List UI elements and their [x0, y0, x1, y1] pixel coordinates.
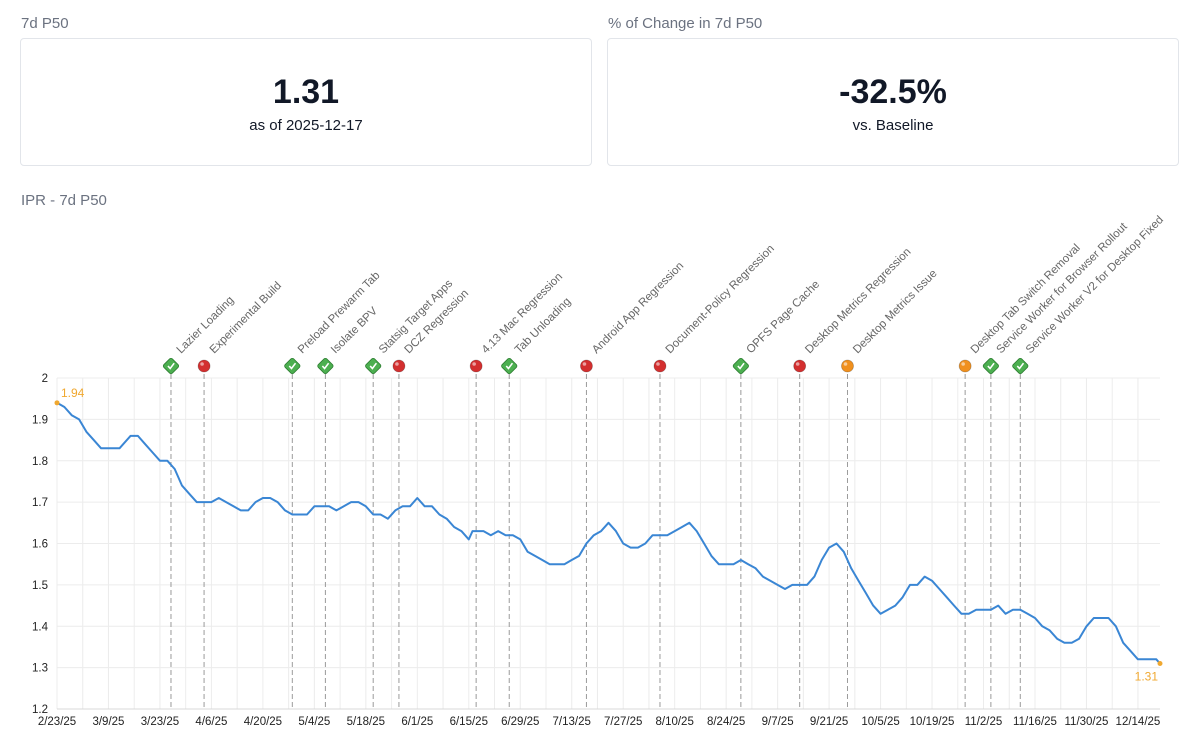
endpoint-label: 1.31 — [1135, 669, 1159, 683]
annotation-good-marker — [284, 357, 301, 375]
y-tick-label: 1.7 — [32, 497, 48, 509]
endpoint-dot — [54, 400, 60, 406]
x-tick-label: 11/2/25 — [965, 716, 1003, 728]
annotation-marker-highlight — [395, 362, 399, 366]
annotation-check-icon — [369, 362, 378, 370]
x-tick-label: 10/5/25 — [861, 716, 899, 728]
annotation-check-icon — [321, 362, 330, 370]
annotation-check-icon — [987, 362, 995, 370]
card-label-p50: 7d P50 — [21, 15, 69, 32]
change-value: -32.5% — [839, 73, 947, 111]
annotation-marker-highlight — [582, 362, 587, 366]
y-tick-label: 1.9 — [32, 414, 48, 426]
x-tick-label: 8/24/25 — [707, 716, 745, 728]
x-tick-label: 6/15/25 — [450, 716, 488, 728]
y-tick-label: 1.4 — [32, 621, 49, 633]
annotation-label: Service Worker for Browser Rollout — [995, 220, 1131, 356]
y-tick-label: 2 — [42, 373, 48, 385]
x-tick-label: 12/14/25 — [1116, 716, 1161, 728]
x-tick-label: 7/13/25 — [553, 716, 591, 728]
x-tick-label: 6/1/25 — [401, 716, 433, 728]
annotation-good-marker — [1012, 357, 1029, 375]
annotation-good-marker — [162, 357, 180, 375]
annotation-marker-highlight — [656, 362, 660, 366]
x-tick-label: 3/9/25 — [92, 716, 124, 728]
annotation-check-icon — [288, 362, 297, 370]
x-tick-label: 6/29/25 — [501, 716, 539, 728]
card-label-change: % of Change in 7d P50 — [608, 15, 763, 32]
x-tick-label: 9/21/25 — [810, 716, 848, 728]
annotation-label: Desktop Metrics Issue — [851, 268, 939, 356]
x-tick-label: 7/27/25 — [604, 716, 642, 728]
annotation-good-marker — [732, 357, 749, 375]
x-tick-label: 8/10/25 — [655, 716, 693, 728]
annotation-check-icon — [1016, 362, 1025, 370]
x-tick-label: 5/4/25 — [298, 716, 330, 728]
y-tick-label: 1.6 — [32, 539, 48, 551]
annotation-good-marker — [365, 357, 382, 375]
change-card: -32.5% vs. Baseline — [607, 38, 1179, 166]
x-tick-label: 5/18/25 — [347, 716, 385, 728]
y-tick-label: 1.8 — [32, 456, 48, 468]
x-tick-label: 11/30/25 — [1065, 716, 1109, 728]
annotation-bad-marker — [580, 359, 593, 373]
annotation-warn-marker — [958, 359, 972, 373]
annotation-check-icon — [505, 362, 514, 370]
annotation-bad-marker — [653, 359, 667, 373]
annotation-check-icon — [167, 362, 175, 370]
annotation-warn-marker — [841, 359, 854, 373]
annotation-marker-highlight — [472, 362, 476, 366]
p50-as-of: as of 2025-12-17 — [249, 117, 363, 134]
endpoint-label: 1.94 — [61, 386, 85, 400]
endpoint-dot — [1157, 660, 1163, 666]
annotation-marker-highlight — [843, 362, 848, 366]
x-tick-label: 2/23/25 — [38, 716, 76, 728]
x-tick-label: 4/20/25 — [244, 716, 282, 728]
annotation-marker-highlight — [961, 362, 965, 366]
y-tick-label: 1.2 — [32, 704, 48, 716]
x-tick-label: 10/19/25 — [910, 716, 955, 728]
annotation-bad-marker — [392, 359, 406, 373]
ipr-line-chart: 1.2 1.3 1.4 1.5 1.6 1.7 1.8 1.9 2 2/23/25 3/9/25 3/… — [32, 215, 1166, 728]
annotation-marker-highlight — [200, 362, 204, 366]
annotation-check-icon — [737, 362, 745, 370]
annotation-marker-highlight — [795, 362, 800, 366]
annotation-bad-marker — [469, 359, 483, 373]
chart-title: IPR - 7d P50 — [21, 192, 107, 209]
annotation-label: Desktop Tab Switch Removal — [969, 242, 1083, 356]
x-tick-label: 9/7/25 — [762, 716, 794, 728]
p50-card: 1.31 as of 2025-12-17 — [20, 38, 592, 166]
annotation-bad-marker — [793, 359, 807, 373]
change-baseline: vs. Baseline — [852, 117, 934, 134]
p50-value: 1.31 — [272, 73, 340, 111]
y-tick-label: 1.5 — [32, 580, 48, 592]
annotation-good-marker — [501, 357, 518, 375]
y-tick-label: 1.3 — [32, 663, 48, 675]
x-tick-label: 4/6/25 — [195, 716, 227, 728]
annotation-bad-marker — [197, 359, 211, 373]
x-tick-label: 11/16/25 — [1013, 716, 1057, 728]
annotation-label: Lazier Loading — [175, 294, 237, 356]
annotation-good-marker — [317, 357, 334, 375]
x-tick-label: 3/23/25 — [141, 716, 179, 728]
series-line — [56, 401, 1161, 665]
annotation-good-marker — [982, 357, 999, 375]
